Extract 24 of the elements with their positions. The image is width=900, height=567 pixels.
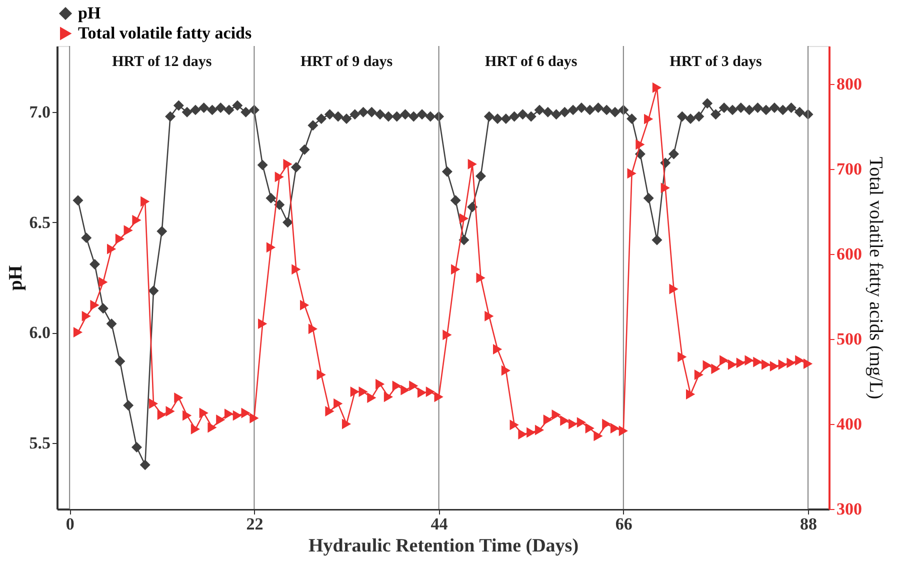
- y2-tick-label: 500: [836, 330, 862, 349]
- y2-axis-title: Total volatile fatty acids (mg/L): [865, 156, 886, 400]
- band-label: HRT of 12 days: [112, 54, 212, 70]
- x-tick-label: 44: [430, 514, 448, 534]
- x-tick-label: 88: [800, 514, 818, 534]
- band-label: HRT of 9 days: [300, 54, 393, 70]
- y2-tick-label: 800: [836, 74, 862, 94]
- x-tick-label: 22: [246, 514, 264, 534]
- band-label: HRT of 6 days: [485, 54, 578, 70]
- y-tick-label: 6.5: [29, 212, 50, 232]
- y-axis-title: pH: [5, 265, 26, 291]
- y-tick-label: 5.5: [29, 433, 50, 452]
- y-tick-label: 6.0: [29, 323, 50, 342]
- x-tick-label: 66: [615, 514, 632, 534]
- band-label: HRT of 3 days: [670, 54, 762, 70]
- x-tick-label: 0: [66, 514, 74, 534]
- y2-tick-label: 300: [836, 500, 862, 518]
- y2-tick-label: 400: [836, 414, 862, 434]
- legend-label: pH: [78, 4, 101, 22]
- legend-label: Total volatile fatty acids: [78, 24, 252, 42]
- y2-tick-label: 700: [836, 160, 862, 179]
- y-tick-label: 7.0: [29, 102, 50, 122]
- y2-tick-label: 600: [836, 244, 862, 264]
- x-axis-title: Hydraulic Retention Time (Days): [308, 536, 579, 556]
